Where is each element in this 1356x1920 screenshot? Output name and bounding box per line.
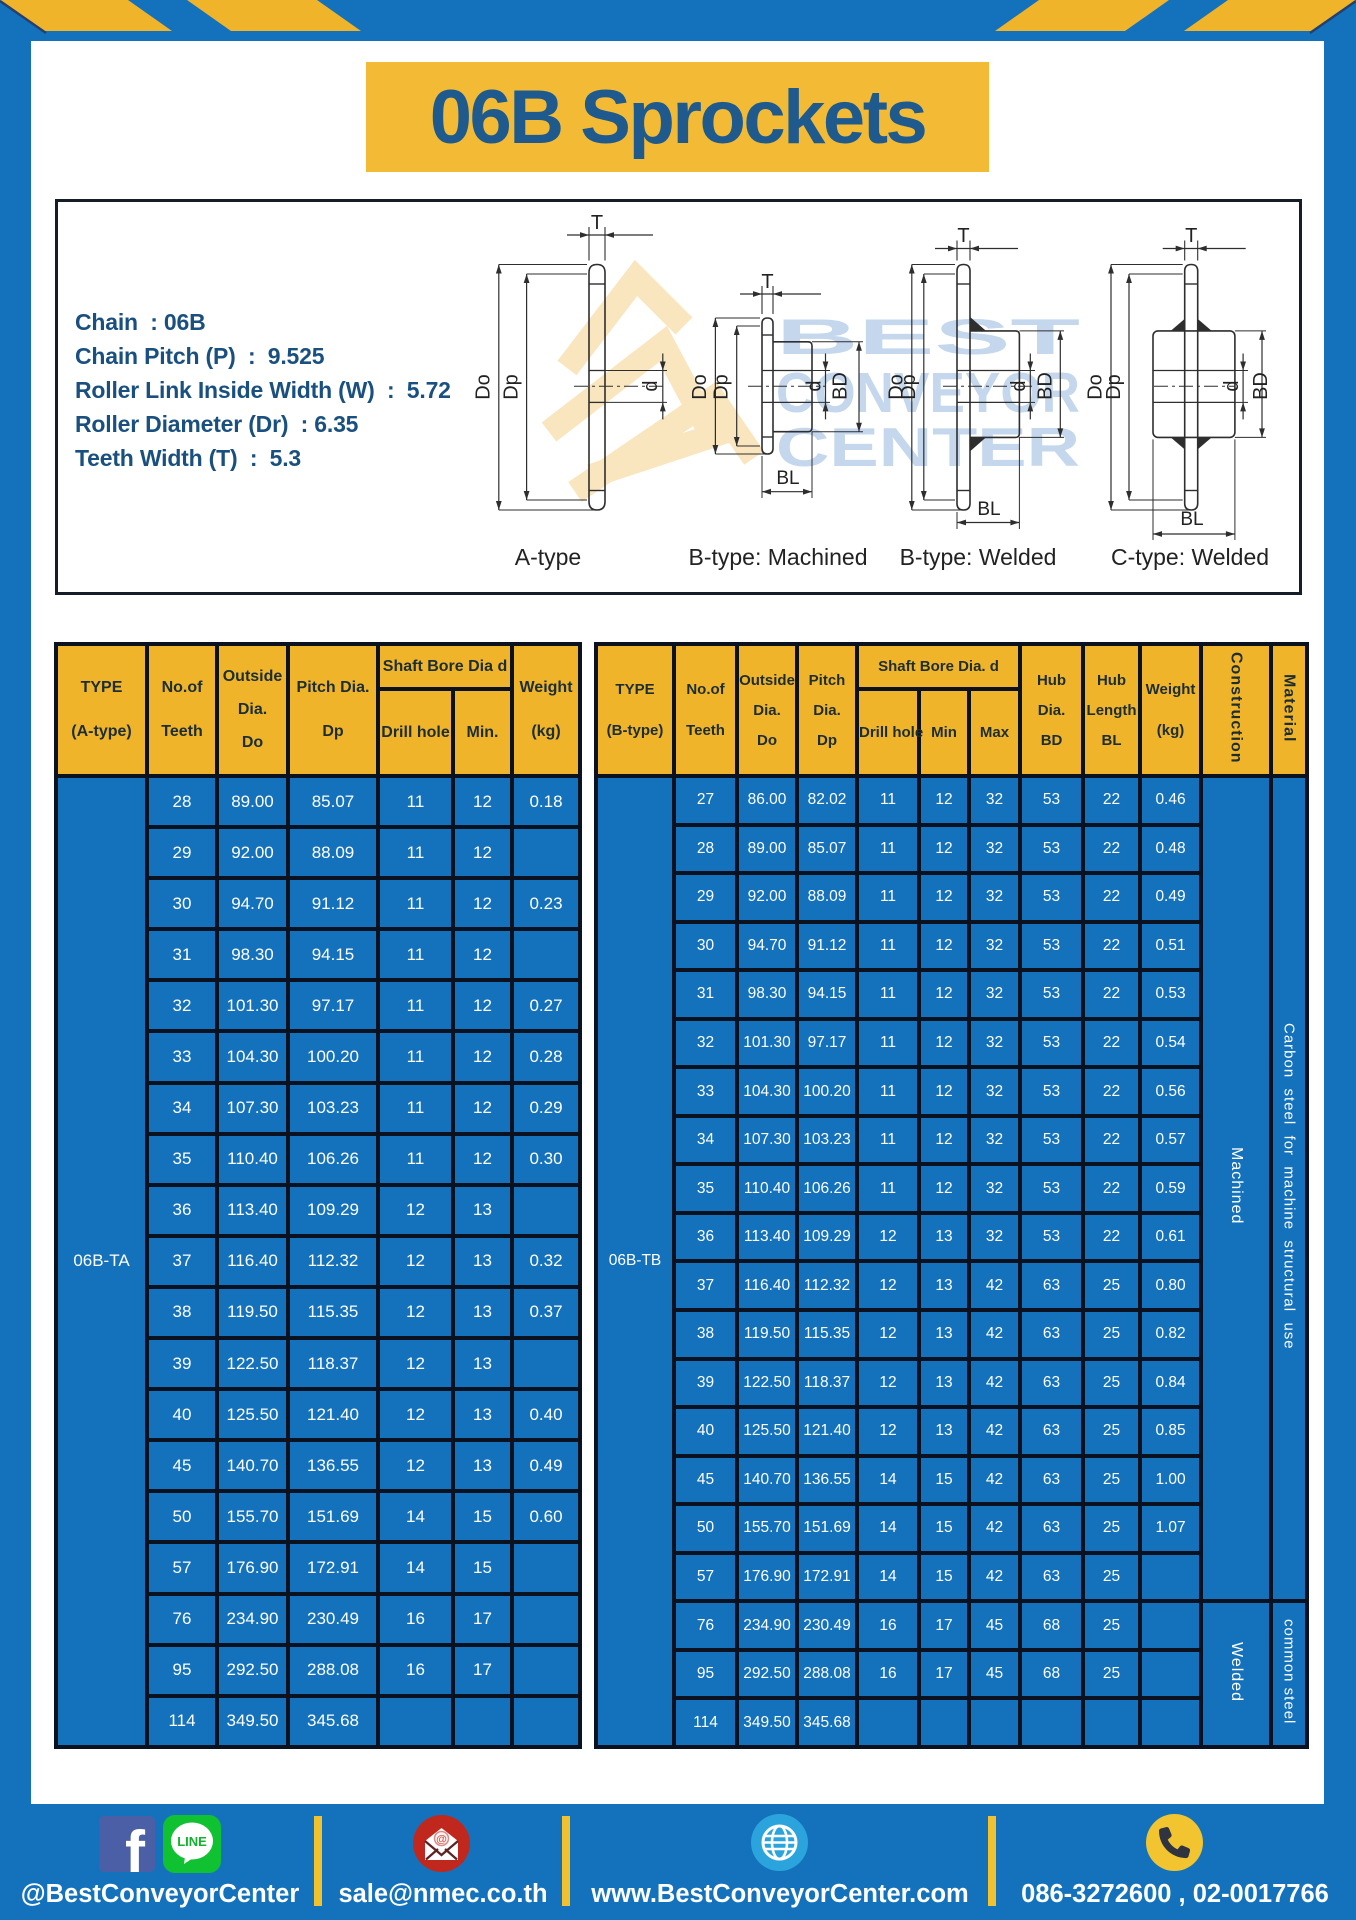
svg-text:BEST: BEST bbox=[776, 309, 1080, 365]
svg-text:Dp: Dp bbox=[500, 374, 522, 400]
svg-text:CENTER: CENTER bbox=[776, 416, 1080, 478]
svg-text:d: d bbox=[1008, 380, 1030, 391]
svg-text:BL: BL bbox=[776, 468, 799, 489]
svg-text:LINE: LINE bbox=[177, 1834, 207, 1849]
svg-text:B-type: Machined: B-type: Machined bbox=[689, 544, 868, 570]
svg-text:BL: BL bbox=[977, 499, 1000, 520]
svg-text:Dp: Dp bbox=[1103, 374, 1125, 400]
svg-text:BD: BD bbox=[1035, 372, 1057, 400]
svg-text:BD: BD bbox=[830, 372, 852, 400]
svg-text:T: T bbox=[591, 212, 603, 234]
svg-text:BD: BD bbox=[1250, 372, 1272, 400]
svg-text:d: d bbox=[1221, 380, 1243, 391]
svg-text:Do: Do bbox=[473, 374, 495, 400]
svg-text:d: d bbox=[804, 380, 826, 391]
svg-text:Do: Do bbox=[689, 374, 711, 400]
svg-text:Dp: Dp bbox=[898, 374, 920, 400]
svg-text:Dp: Dp bbox=[710, 374, 732, 400]
svg-text:d: d bbox=[640, 380, 662, 391]
svg-text:T: T bbox=[761, 271, 773, 293]
svg-text:f: f bbox=[125, 1819, 146, 1872]
svg-text:C-type: Welded: C-type: Welded bbox=[1111, 544, 1269, 570]
svg-text:BL: BL bbox=[1180, 509, 1203, 530]
svg-text:CONVEYOR: CONVEYOR bbox=[776, 361, 1080, 425]
svg-text:Do: Do bbox=[886, 374, 908, 400]
svg-text:B-type: Welded: B-type: Welded bbox=[900, 544, 1057, 570]
svg-text:T: T bbox=[957, 225, 969, 247]
svg-text:Do: Do bbox=[1085, 374, 1107, 400]
svg-text:@: @ bbox=[436, 1834, 447, 1846]
svg-text:A-type: A-type bbox=[515, 544, 581, 570]
svg-text:T: T bbox=[1185, 225, 1197, 247]
